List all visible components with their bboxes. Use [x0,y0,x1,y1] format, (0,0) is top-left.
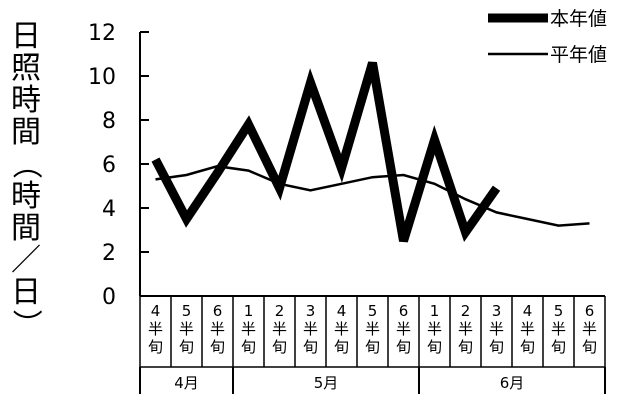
x-tick-label: 旬 [582,338,597,356]
y-axis-label-char: 時 [11,83,41,118]
x-tick-label: 1 [430,302,440,320]
x-tick-label: 3 [492,302,502,320]
y-tick-label: 0 [102,285,116,310]
x-tick-label: 半 [582,320,597,338]
x-tick-label: 旬 [210,338,225,356]
month-label: 5月 [314,374,339,392]
x-tick-label: 旬 [458,338,473,356]
x-tick-label: 旬 [396,338,411,356]
x-tick-label: 5 [554,302,564,320]
x-tick-label: 旬 [427,338,442,356]
x-tick-label: 旬 [272,338,287,356]
x-tick-label: 4 [523,302,533,320]
x-tick-label: 旬 [520,338,535,356]
y-axis-label-char: 日 [11,19,41,54]
x-tick-label: 旬 [241,338,256,356]
y-axis-label-char: 日 [11,275,41,310]
x-tick-label: 半 [303,320,318,338]
y-axis-label-char: 間 [11,211,41,246]
y-axis: 0 2 4 6 8 10 12 [88,21,149,310]
x-tick-label: 6 [213,302,223,320]
x-axis: 4半旬5半旬6半旬1半旬2半旬3半旬4半旬5半旬6半旬1半旬2半旬3半旬4半旬5… [139,295,606,394]
y-axis-label-char: 間 [11,115,41,150]
x-tick-label: 半 [148,320,163,338]
month-label: 6月 [500,374,525,392]
series-lines [151,61,590,243]
x-tick-label: 半 [396,320,411,338]
series-line-current-year [151,61,501,243]
x-tick-label: 5 [182,302,192,320]
x-tick-label: 半 [272,320,287,338]
y-axis-label-char: ／ [11,243,41,278]
y-tick-label: 8 [102,109,116,134]
x-tick-label: 1 [244,302,254,320]
x-tick-label: 半 [241,320,256,338]
series-line-normal-year [155,164,590,227]
x-tick-label: 6 [399,302,409,320]
x-tick-label: 半 [334,320,349,338]
y-tick-label: 2 [102,241,116,266]
x-tick-label: 半 [427,320,442,338]
x-tick-label: 6 [585,302,595,320]
y-axis-label-char: ） [8,309,43,339]
x-tick-label: 旬 [551,338,566,356]
y-axis-label-char: 照 [11,51,41,86]
x-tick-label: 半 [179,320,194,338]
x-tick-label: 半 [551,320,566,338]
x-tick-label: 半 [458,320,473,338]
x-tick-label: 旬 [148,338,163,356]
x-tick-label: 旬 [365,338,380,356]
x-tick-label: 2 [275,302,285,320]
x-tick-label: 半 [520,320,535,338]
y-tick-label: 10 [88,65,116,90]
month-label: 4月 [174,374,199,392]
legend-label: 本年値 [550,8,607,30]
y-tick-label: 12 [88,21,116,46]
y-tick-label: 6 [102,153,116,178]
x-tick-label: 旬 [303,338,318,356]
legend-label: 平年値 [550,44,607,66]
x-tick-label: 旬 [334,338,349,356]
x-tick-label: 2 [461,302,471,320]
x-tick-label: 半 [489,320,504,338]
x-tick-label: 4 [337,302,347,320]
x-tick-label: 半 [210,320,225,338]
x-tick-label: 旬 [489,338,504,356]
y-axis-label-char: （ [8,149,43,179]
x-tick-label: 4 [151,302,161,320]
y-axis-label-char: 時 [11,179,41,214]
y-tick-label: 4 [102,197,116,222]
x-tick-label: 5 [368,302,378,320]
x-tick-label: 旬 [179,338,194,356]
x-tick-label: 半 [365,320,380,338]
x-tick-label: 3 [306,302,316,320]
